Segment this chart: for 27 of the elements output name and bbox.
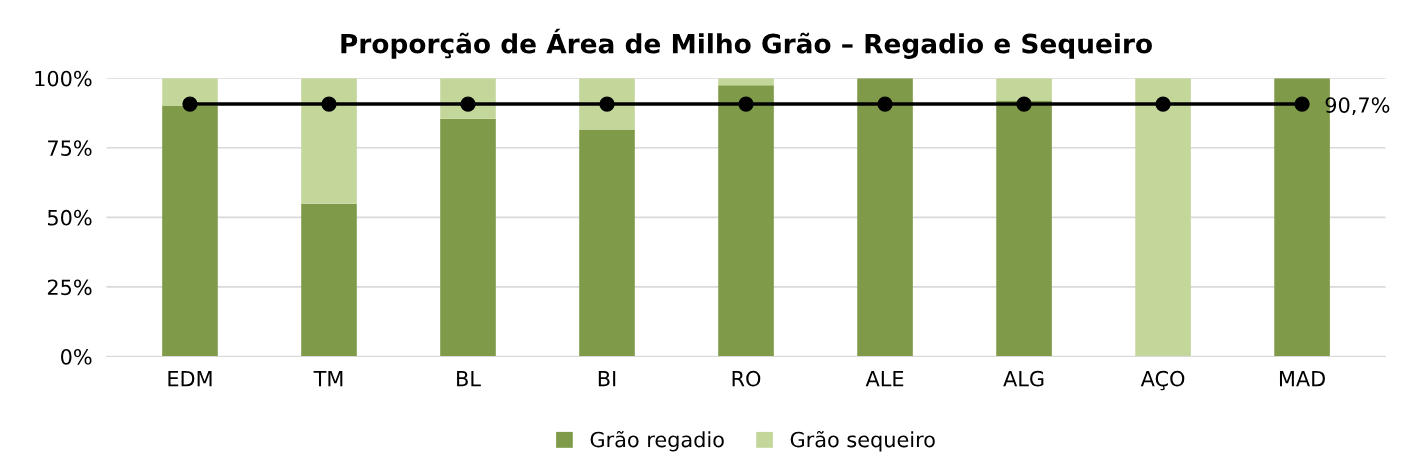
- bar: [579, 129, 635, 357]
- chart-title: Proporção de Área de Milho Grão – Regadio e Sequeiro: [341, 28, 1152, 59]
- y-tick-label: 75%: [48, 140, 92, 156]
- y-tick-label: 0%: [61, 348, 92, 365]
- y-tick-label: 100%: [35, 70, 92, 87]
- bar: [857, 78, 913, 357]
- bar: [718, 85, 774, 357]
- x-tick-label: MAD: [1279, 371, 1325, 387]
- x-tick-label: ALE: [865, 371, 904, 387]
- x-tick-label: TM: [313, 371, 343, 387]
- x-tick-label: BI: [598, 371, 616, 387]
- bar: [440, 118, 496, 357]
- bar: [1135, 78, 1191, 357]
- bar: [996, 100, 1052, 357]
- x-tick-label: ALG: [1003, 370, 1044, 387]
- y-tick-label: 50%: [47, 209, 92, 226]
- bar: [996, 78, 1052, 101]
- bar: [162, 106, 218, 357]
- bar: [301, 78, 357, 204]
- legend-label: Grão regadio: [590, 430, 724, 452]
- y-tick-label: 25%: [47, 279, 92, 296]
- x-tick-label: BL: [457, 371, 481, 387]
- x-tick-label: RO: [732, 370, 761, 387]
- legend-label: Grão sequeiro: [790, 430, 935, 452]
- bar: [301, 203, 357, 357]
- x-tick-label: EDM: [168, 371, 212, 387]
- x-tick-label: AÇO: [1140, 370, 1185, 391]
